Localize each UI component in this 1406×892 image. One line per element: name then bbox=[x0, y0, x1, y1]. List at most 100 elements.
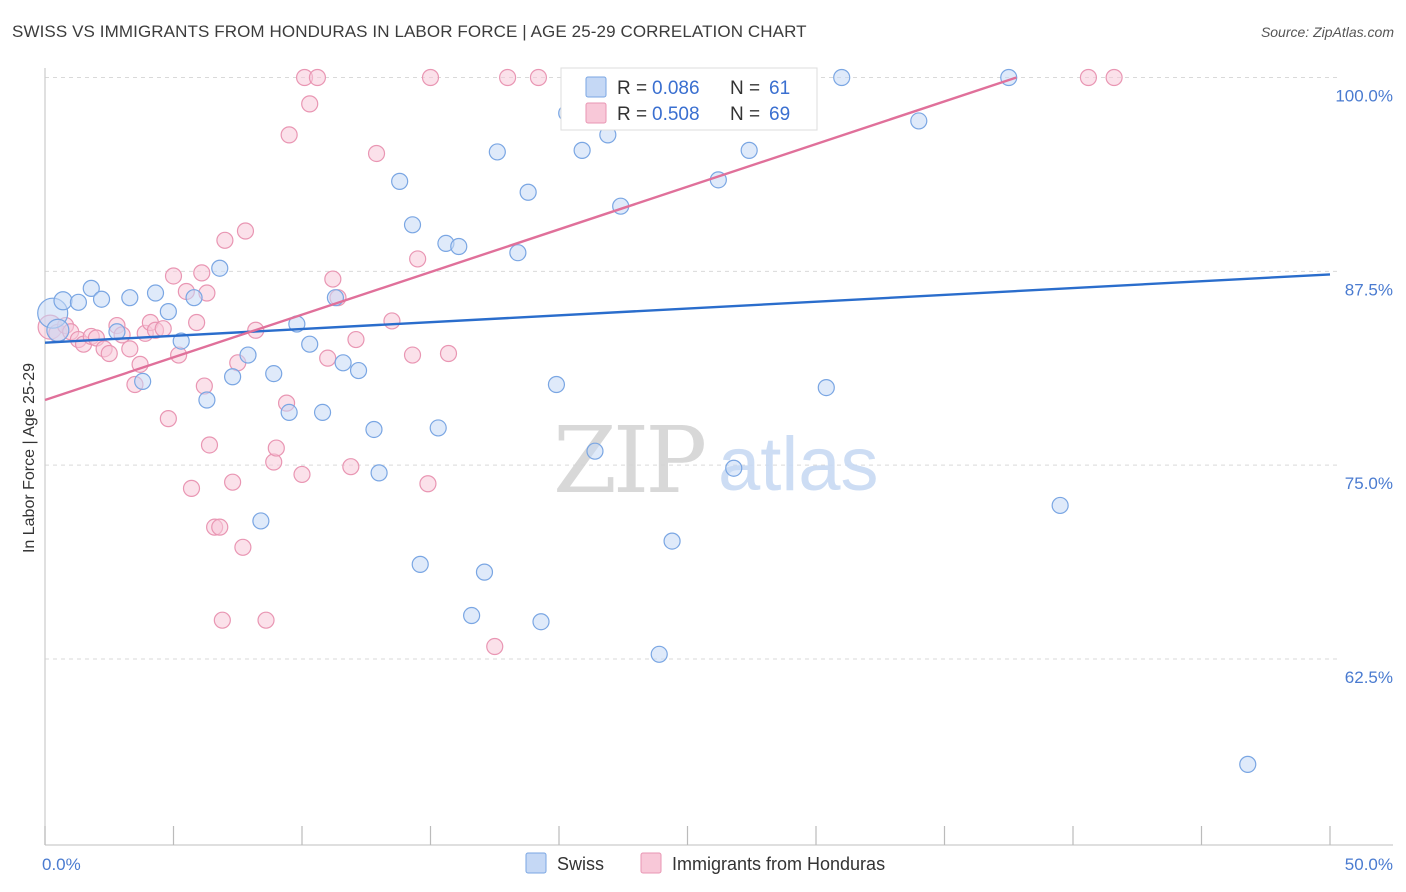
y-tick-label: 62.5% bbox=[1345, 668, 1393, 687]
legend-swiss-r-value: 0.086 bbox=[652, 78, 700, 99]
swiss-point bbox=[586, 442, 604, 460]
swiss-point bbox=[450, 237, 468, 256]
x-tick-labels: 0.0% 50.0% bbox=[42, 855, 1393, 874]
swiss-point bbox=[92, 290, 111, 308]
swiss-point bbox=[463, 606, 481, 625]
honduras-point bbox=[1105, 68, 1123, 87]
y-tick-label: 100.0% bbox=[1335, 87, 1393, 106]
swiss-point bbox=[313, 403, 332, 422]
bottom-legend-honduras: Immigrants from Honduras bbox=[672, 854, 885, 874]
swiss-trend-line bbox=[44, 273, 1331, 344]
swiss-point bbox=[725, 459, 743, 477]
watermark-atlas: atlas bbox=[718, 422, 879, 507]
honduras-point bbox=[154, 320, 172, 338]
swiss-point bbox=[46, 318, 70, 342]
watermark: ZIP atlas bbox=[553, 407, 879, 514]
honduras-point bbox=[236, 222, 255, 240]
swiss-point bbox=[509, 244, 527, 262]
honduras-point bbox=[234, 538, 252, 556]
legend-swiss-n-value: 61 bbox=[769, 78, 790, 99]
honduras-point bbox=[216, 231, 234, 249]
honduras-point bbox=[403, 346, 422, 364]
bottom-legend: Swiss Immigrants from Honduras bbox=[525, 852, 885, 874]
honduras-point bbox=[195, 377, 213, 395]
swiss-point bbox=[334, 354, 352, 372]
swiss-point bbox=[370, 464, 388, 482]
swiss-point bbox=[349, 361, 368, 380]
y-axis-label: In Labor Force | Age 25-29 bbox=[21, 363, 38, 553]
honduras-point bbox=[1079, 68, 1098, 87]
honduras-point bbox=[301, 95, 319, 113]
swiss-point bbox=[663, 532, 681, 550]
swiss-point bbox=[519, 183, 537, 201]
honduras-point bbox=[164, 267, 183, 285]
honduras-point bbox=[193, 264, 211, 282]
honduras-point bbox=[224, 473, 242, 491]
bottom-legend-swatch-honduras bbox=[640, 852, 662, 874]
chart-title: SWISS VS IMMIGRANTS FROM HONDURAS IN LAB… bbox=[12, 22, 807, 41]
honduras-point bbox=[409, 250, 427, 268]
swiss-point bbox=[833, 68, 851, 87]
swiss-point bbox=[82, 279, 100, 297]
honduras-point bbox=[383, 312, 401, 330]
y-tick-label: 87.5% bbox=[1345, 280, 1393, 299]
legend-swatch-honduras bbox=[585, 102, 607, 124]
legend-swatch-swiss bbox=[585, 76, 607, 98]
swiss-point bbox=[910, 112, 928, 130]
x-tick-label: 50.0% bbox=[1345, 855, 1393, 874]
honduras-point bbox=[486, 637, 504, 656]
swiss-point bbox=[740, 141, 758, 159]
swiss-point bbox=[159, 303, 177, 321]
honduras-point bbox=[342, 458, 360, 476]
swiss-point bbox=[573, 141, 591, 159]
honduras-point bbox=[499, 68, 517, 87]
swiss-point bbox=[301, 335, 319, 353]
honduras-point bbox=[319, 349, 337, 367]
swiss-point bbox=[391, 172, 409, 190]
swiss-point bbox=[475, 563, 494, 581]
honduras-point bbox=[265, 453, 283, 471]
swiss-point bbox=[239, 346, 257, 364]
honduras-point bbox=[188, 313, 206, 332]
honduras-point bbox=[347, 330, 365, 349]
x-tick-label: 0.0% bbox=[42, 855, 81, 874]
swiss-point bbox=[198, 391, 216, 409]
legend-box: R = 0.086 N = 61 R = 0.508 N = 69 bbox=[560, 67, 818, 131]
source-credit: Source: ZipAtlas.com bbox=[1260, 24, 1394, 40]
honduras-point bbox=[439, 344, 458, 363]
honduras-point bbox=[267, 439, 285, 457]
honduras-point bbox=[213, 611, 231, 629]
legend-honduras-n-value: 69 bbox=[769, 104, 790, 125]
honduras-point bbox=[421, 68, 440, 87]
bottom-legend-swatch-swiss bbox=[525, 852, 547, 874]
swiss-point bbox=[547, 375, 566, 394]
honduras-trend-line bbox=[44, 76, 1017, 402]
honduras-point bbox=[308, 68, 327, 87]
legend-honduras-n-label: N = bbox=[730, 104, 760, 125]
honduras-point bbox=[280, 126, 298, 144]
legend-honduras-r-label: R = bbox=[617, 104, 647, 125]
swiss-point bbox=[185, 289, 203, 307]
bottom-legend-swiss: Swiss bbox=[557, 854, 604, 874]
honduras-point bbox=[293, 465, 311, 484]
honduras-point bbox=[211, 518, 229, 536]
swiss-point bbox=[53, 291, 73, 311]
swiss-point bbox=[69, 293, 88, 311]
watermark-zip: ZIP bbox=[553, 407, 704, 514]
swiss-point bbox=[403, 216, 422, 234]
swiss-point bbox=[488, 143, 506, 161]
legend-honduras-r-value: 0.508 bbox=[652, 104, 700, 125]
swiss-point bbox=[532, 613, 550, 631]
legend-swiss-n-label: N = bbox=[730, 78, 760, 99]
swiss-point bbox=[429, 419, 447, 437]
swiss-point bbox=[134, 372, 152, 391]
swiss-point bbox=[280, 403, 298, 422]
honduras-point bbox=[367, 144, 386, 163]
swiss-point bbox=[252, 512, 270, 530]
trend-lines bbox=[44, 76, 1331, 402]
swiss-point bbox=[211, 259, 229, 277]
honduras-point bbox=[419, 475, 437, 493]
swiss-point bbox=[1051, 496, 1069, 515]
y-tick-label: 75.0% bbox=[1345, 474, 1393, 493]
